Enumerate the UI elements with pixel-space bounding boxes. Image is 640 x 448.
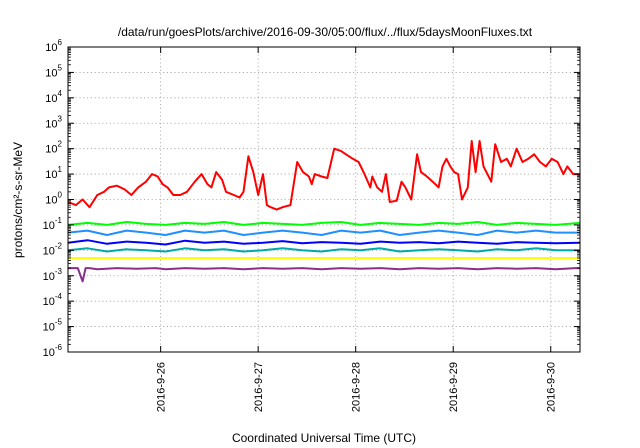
y-tick-label: 10-6 (43, 343, 63, 359)
y-axis-label: protons/cm²-s-sr-MeV (11, 142, 25, 258)
y-axis-ticks: 106 105 104 103 102 101 100 10-1 10-2 10-3 10-4 10-… (43, 38, 580, 359)
series-line (67, 229, 580, 236)
y-tick-label: 102 (45, 140, 62, 156)
series-line (67, 247, 580, 253)
series-line (67, 140, 580, 211)
y-tick-label: 10-2 (43, 241, 63, 257)
y-tick-label: 106 (45, 38, 62, 54)
y-tick-label: 10-1 (43, 216, 63, 232)
y-tick-label: 103 (45, 114, 62, 130)
y-tick-label: 101 (45, 165, 62, 181)
series-line (67, 239, 581, 246)
series-line (67, 221, 581, 226)
x-tick-label: 2016-9-28 (351, 362, 363, 412)
x-axis-ticks: 2016-9-26 2016-9-27 2016-9-28 2016-9-29 2016… (156, 47, 558, 412)
y-tick-label: 105 (45, 63, 62, 79)
y-tick-label: 104 (45, 89, 62, 105)
y-tick-label: 10-4 (43, 292, 63, 308)
x-tick-label: 2016-9-30 (546, 362, 558, 412)
y-tick-label: 10-5 (43, 318, 63, 334)
x-axis-label: Coordinated Universal Time (UTC) (232, 431, 416, 445)
x-tick-label: 2016-9-26 (156, 362, 168, 412)
x-tick-label: 2016-9-27 (253, 362, 265, 412)
x-tick-label: 2016-9-29 (448, 362, 460, 412)
series-line (68, 267, 580, 283)
y-tick-label: 100 (45, 191, 62, 207)
y-tick-label: 10-3 (43, 267, 63, 283)
series-layer (67, 140, 581, 283)
chart-title: /data/run/goesPlots/archive/2016-09-30/0… (118, 25, 533, 39)
